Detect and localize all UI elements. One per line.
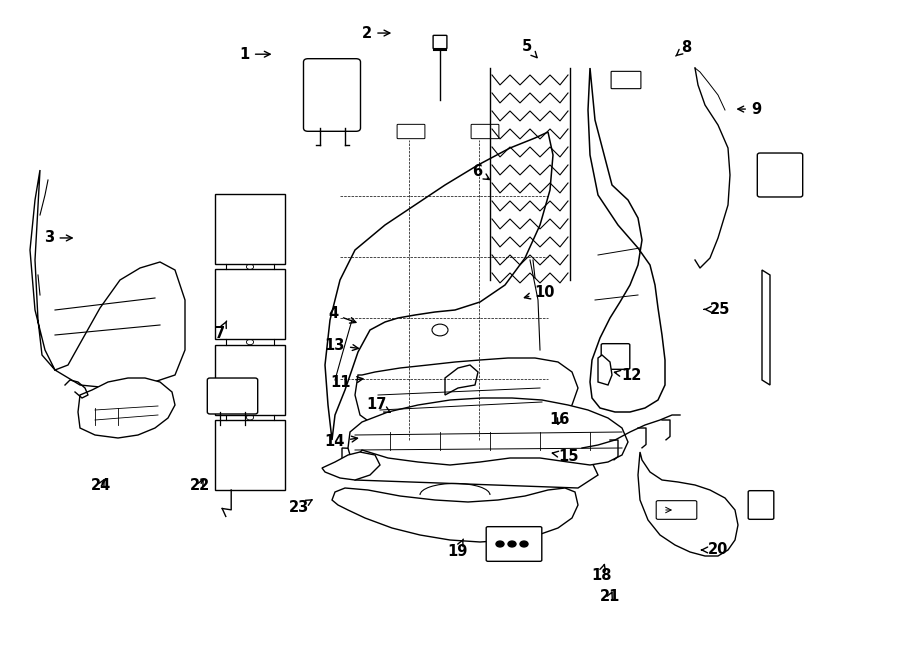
- Text: 19: 19: [447, 539, 467, 559]
- Polygon shape: [30, 170, 185, 390]
- Text: 15: 15: [553, 449, 579, 463]
- Polygon shape: [445, 365, 478, 395]
- Polygon shape: [325, 132, 553, 440]
- FancyBboxPatch shape: [207, 378, 257, 414]
- Polygon shape: [322, 452, 380, 480]
- FancyBboxPatch shape: [757, 153, 803, 197]
- Text: 25: 25: [704, 302, 730, 317]
- FancyBboxPatch shape: [215, 420, 285, 490]
- Circle shape: [496, 541, 504, 547]
- Polygon shape: [332, 488, 578, 542]
- Text: 2: 2: [362, 26, 390, 40]
- FancyBboxPatch shape: [397, 124, 425, 139]
- Text: 18: 18: [591, 564, 611, 582]
- FancyBboxPatch shape: [303, 59, 361, 132]
- Text: 4: 4: [328, 307, 356, 323]
- Circle shape: [508, 541, 516, 547]
- FancyBboxPatch shape: [215, 345, 285, 414]
- Text: 20: 20: [702, 543, 728, 557]
- Text: 11: 11: [330, 375, 363, 389]
- Text: 9: 9: [738, 102, 761, 116]
- Text: 17: 17: [366, 397, 391, 412]
- FancyBboxPatch shape: [601, 344, 630, 369]
- Text: 14: 14: [325, 434, 357, 449]
- Polygon shape: [588, 68, 665, 412]
- Polygon shape: [638, 452, 738, 556]
- Text: 13: 13: [325, 338, 358, 352]
- FancyBboxPatch shape: [486, 527, 542, 561]
- FancyBboxPatch shape: [215, 270, 285, 340]
- Text: 7: 7: [215, 321, 227, 341]
- FancyBboxPatch shape: [656, 500, 697, 520]
- Text: 22: 22: [190, 479, 210, 493]
- Polygon shape: [342, 448, 598, 488]
- Text: 8: 8: [676, 40, 691, 56]
- Text: 16: 16: [550, 412, 570, 427]
- FancyBboxPatch shape: [748, 490, 774, 520]
- Text: 12: 12: [615, 368, 642, 383]
- FancyBboxPatch shape: [611, 71, 641, 89]
- Text: 21: 21: [600, 589, 620, 603]
- Circle shape: [520, 541, 528, 547]
- FancyBboxPatch shape: [215, 194, 285, 264]
- Polygon shape: [762, 270, 770, 385]
- Polygon shape: [348, 398, 628, 465]
- Text: 23: 23: [289, 500, 312, 515]
- Text: 10: 10: [525, 285, 554, 299]
- Text: 5: 5: [521, 39, 537, 58]
- FancyBboxPatch shape: [433, 35, 447, 49]
- Text: 24: 24: [91, 479, 111, 493]
- Polygon shape: [355, 358, 578, 442]
- Polygon shape: [598, 355, 612, 385]
- FancyBboxPatch shape: [471, 124, 499, 139]
- Text: 3: 3: [44, 231, 72, 245]
- Polygon shape: [78, 378, 175, 438]
- Text: 1: 1: [239, 47, 270, 61]
- Text: 6: 6: [472, 165, 490, 180]
